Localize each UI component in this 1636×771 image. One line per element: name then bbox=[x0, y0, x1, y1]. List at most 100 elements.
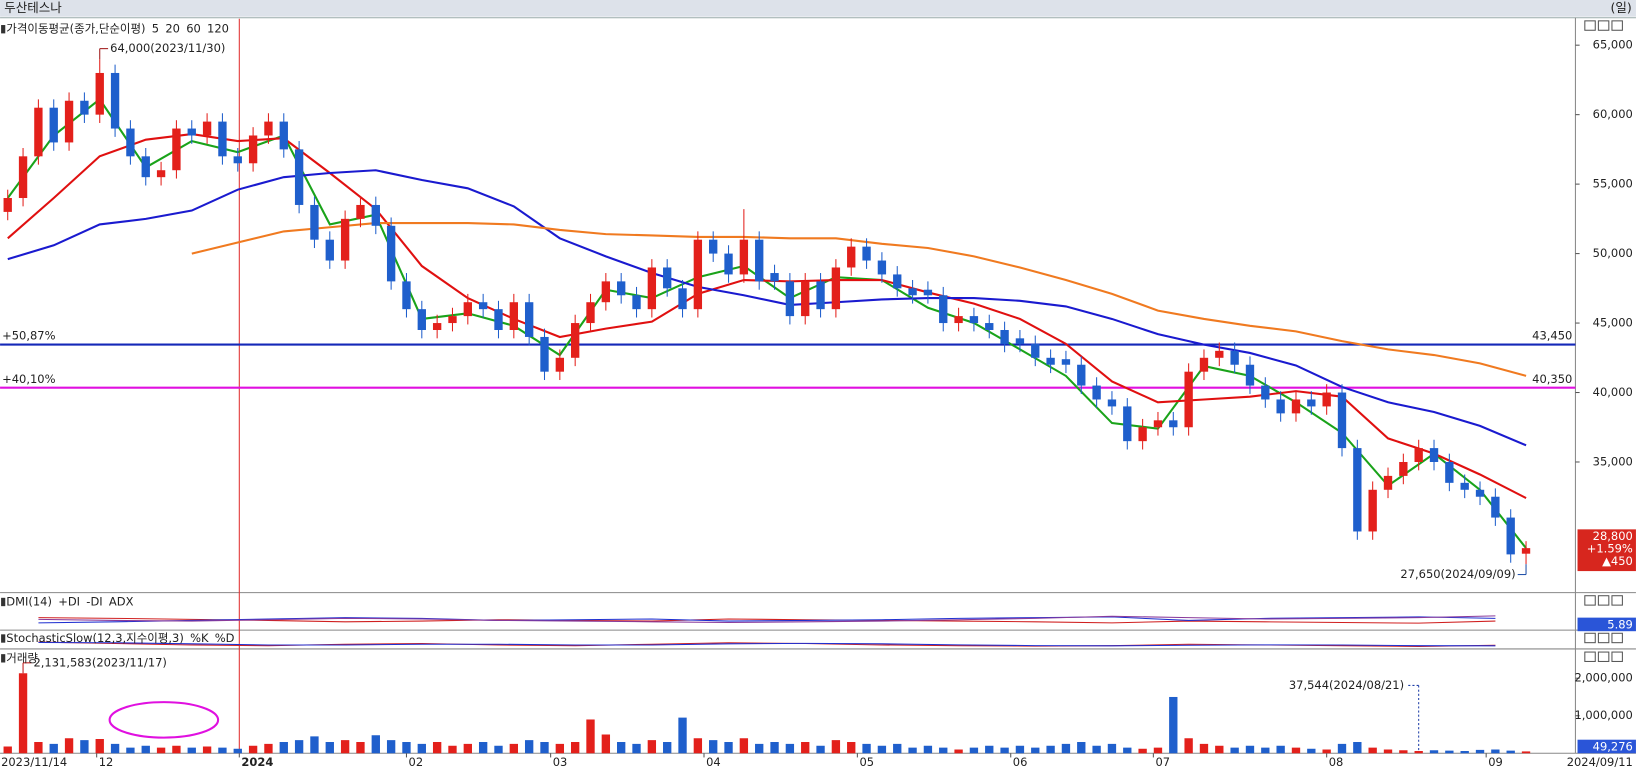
candle-body bbox=[847, 246, 856, 268]
button[interactable] bbox=[1597, 632, 1610, 644]
volume-bar bbox=[724, 742, 733, 754]
candle-body bbox=[509, 302, 518, 331]
candle-body bbox=[923, 289, 933, 296]
candle-body bbox=[1460, 482, 1469, 490]
volume-bar bbox=[18, 673, 28, 754]
candle-body bbox=[524, 302, 534, 337]
candle-body bbox=[494, 309, 503, 331]
volume-bar bbox=[310, 736, 319, 754]
volume-bar bbox=[877, 745, 887, 754]
button[interactable] bbox=[1611, 632, 1623, 644]
candle-body bbox=[1353, 448, 1362, 532]
candle-body bbox=[739, 239, 749, 275]
candle-body bbox=[49, 107, 58, 143]
volume-bar bbox=[402, 742, 411, 754]
volume-bar bbox=[1353, 742, 1362, 754]
candle-body bbox=[1031, 343, 1040, 358]
legend-entry: +DI bbox=[58, 594, 80, 608]
volume-bar bbox=[1245, 745, 1255, 754]
legend-entry: 120 bbox=[207, 22, 229, 36]
candle-body bbox=[709, 239, 718, 254]
legend-entry: -DI bbox=[86, 594, 102, 608]
legend-entry: ADX bbox=[109, 594, 134, 608]
series-line bbox=[38, 615, 1496, 624]
candle-body bbox=[1046, 357, 1055, 365]
volume-bar bbox=[156, 747, 166, 754]
volume-bar bbox=[617, 742, 626, 754]
volume-bar bbox=[739, 738, 749, 754]
volume-bar bbox=[1491, 749, 1500, 754]
volume-bar bbox=[494, 745, 503, 754]
volume-bar bbox=[923, 745, 933, 754]
candle-body bbox=[632, 295, 641, 310]
volume-bar bbox=[1092, 745, 1101, 754]
volume-bar bbox=[908, 747, 917, 754]
x-tick-label: 07 bbox=[1155, 755, 1170, 769]
candle-body bbox=[1138, 427, 1147, 442]
candle-body bbox=[448, 316, 457, 324]
volume-bar bbox=[1061, 743, 1071, 754]
volume-bar bbox=[1291, 747, 1301, 754]
button[interactable] bbox=[1584, 651, 1596, 662]
volume-bar bbox=[34, 742, 43, 754]
volume-bar bbox=[463, 743, 472, 754]
button[interactable] bbox=[1611, 651, 1623, 662]
candle-body bbox=[233, 156, 242, 164]
button[interactable] bbox=[1584, 20, 1596, 31]
series-line bbox=[6, 97, 1527, 549]
period: (일) bbox=[1611, 0, 1632, 15]
window-buttons[interactable] bbox=[1584, 20, 1623, 662]
x-end-label: 2024/09/11 bbox=[1567, 755, 1633, 769]
volume-bar bbox=[1445, 750, 1454, 754]
stock-name: 두산테스나 bbox=[4, 0, 62, 15]
candle-body bbox=[1429, 448, 1439, 462]
value-box-label: 5.89 bbox=[1607, 617, 1633, 631]
button[interactable] bbox=[1611, 595, 1623, 606]
button[interactable] bbox=[1597, 651, 1610, 662]
button[interactable] bbox=[1597, 20, 1610, 31]
candle-body bbox=[202, 121, 212, 136]
volume-bar bbox=[1383, 749, 1393, 754]
button[interactable] bbox=[1597, 595, 1610, 606]
candle-body bbox=[908, 288, 917, 296]
candle-body bbox=[294, 149, 304, 205]
series-line bbox=[38, 617, 1496, 624]
candle-body bbox=[724, 253, 733, 275]
x-start-label: 2023/11/14 bbox=[1, 755, 67, 769]
value-box bbox=[1577, 617, 1636, 632]
volume-bar bbox=[785, 743, 795, 754]
candle-body bbox=[1261, 385, 1270, 400]
candle-body bbox=[617, 281, 626, 296]
annotation: 64,000(2023/11/30) bbox=[110, 41, 225, 55]
candle-body bbox=[1491, 496, 1500, 518]
y-tick-label: 40,000 bbox=[1593, 385, 1633, 399]
button[interactable] bbox=[1584, 595, 1596, 606]
change: ▲450 bbox=[1602, 554, 1633, 568]
volume-bar bbox=[1215, 745, 1224, 754]
candle-body bbox=[785, 281, 795, 317]
indicator-title: DMI(14) bbox=[6, 594, 52, 608]
indicator-title: StochasticSlow(12,3,지수이평,3) bbox=[6, 631, 184, 645]
volume-bar bbox=[417, 743, 426, 754]
volume-bar bbox=[893, 743, 902, 754]
candle-body bbox=[893, 274, 902, 289]
candle-body bbox=[693, 239, 703, 310]
button[interactable] bbox=[1611, 20, 1623, 31]
volume-bar bbox=[1261, 747, 1270, 754]
volume-bar bbox=[1123, 747, 1132, 754]
price-box bbox=[1577, 529, 1636, 572]
y-tick-label: 60,000 bbox=[1593, 107, 1633, 121]
volume-bar bbox=[386, 740, 396, 754]
button[interactable] bbox=[1584, 632, 1596, 644]
volume-bar bbox=[279, 742, 288, 754]
volume-bar bbox=[1046, 745, 1055, 754]
candle-body bbox=[126, 128, 135, 157]
highlight-ellipse bbox=[108, 701, 220, 739]
candle-body bbox=[1107, 399, 1117, 407]
candle-body bbox=[172, 128, 181, 171]
candle-body bbox=[432, 323, 442, 331]
candle-body bbox=[64, 100, 74, 143]
volume-bar bbox=[969, 747, 979, 754]
